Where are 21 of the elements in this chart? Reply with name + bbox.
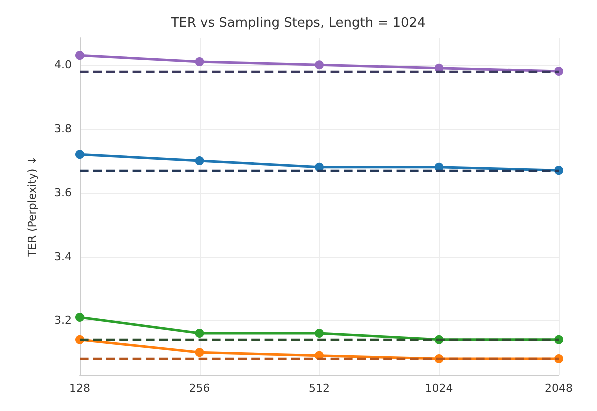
- point: [195, 328, 204, 338]
- point: [76, 51, 84, 60]
- x-tick-label: 256: [189, 382, 210, 395]
- y-axis-title: TER (Perplexity) ↓: [26, 156, 39, 258]
- y-tick-label: 4.0: [54, 58, 72, 72]
- x-tick-label: 512: [309, 382, 330, 395]
- point: [76, 313, 84, 322]
- point: [195, 156, 204, 166]
- y-tick-label: 3.8: [54, 122, 72, 136]
- y-tick-label: 3.6: [54, 186, 72, 200]
- y-tick-label: 3.2: [54, 314, 72, 328]
- point: [76, 150, 84, 160]
- point: [195, 348, 204, 358]
- x-tick-label: 128: [70, 382, 90, 395]
- chart-title: TER vs Sampling Steps, Length = 1024: [170, 16, 426, 31]
- x-tick-label: 2048: [545, 382, 573, 395]
- point: [315, 60, 324, 70]
- y-tick-label: 3.4: [54, 250, 72, 264]
- point: [315, 328, 324, 338]
- point: [195, 57, 204, 66]
- x-tick-label: 1024: [425, 382, 454, 395]
